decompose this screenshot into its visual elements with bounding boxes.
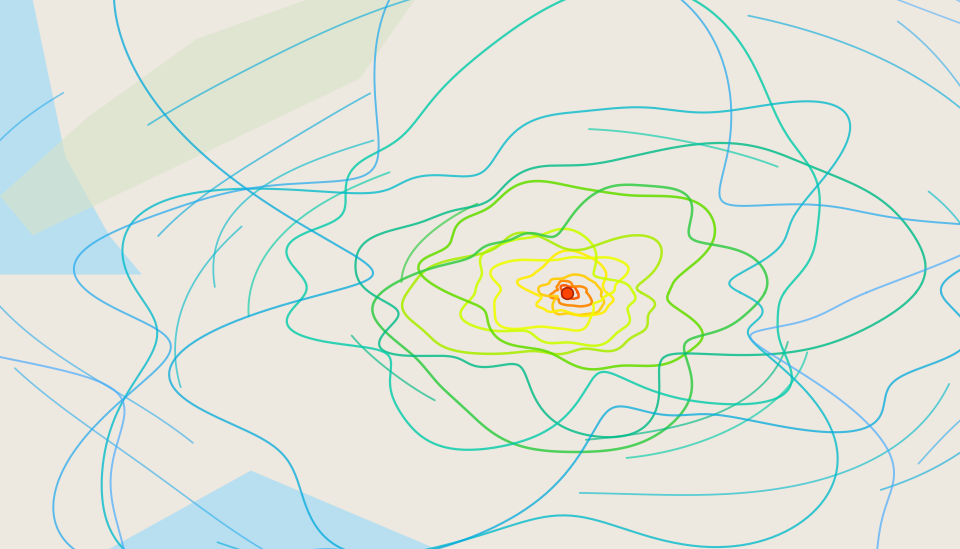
Polygon shape (0, 0, 142, 274)
Polygon shape (0, 0, 415, 236)
Polygon shape (0, 470, 437, 549)
Point (560, 288, 575, 297)
